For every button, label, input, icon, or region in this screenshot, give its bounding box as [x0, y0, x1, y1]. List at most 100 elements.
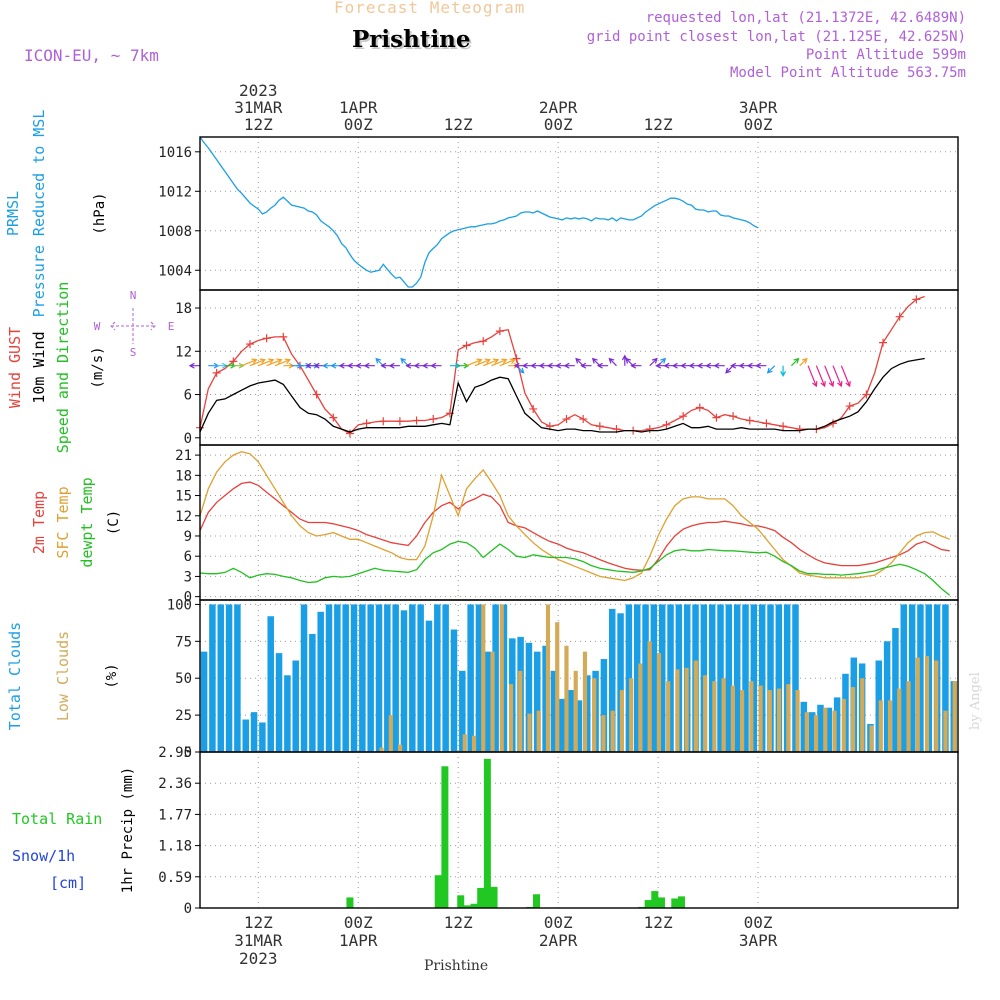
precip-bar: [457, 895, 465, 908]
panel-unit-label: (%): [104, 663, 120, 688]
compass-west: W: [94, 320, 101, 333]
gust-marker: [312, 390, 321, 399]
panel-series-label: dewpt Temp: [78, 477, 96, 567]
wind-arrow: [466, 358, 483, 367]
cloud-bar: [417, 604, 424, 752]
cloud-bar: [499, 604, 504, 752]
cloud-bar: [733, 604, 741, 752]
station-name: Prishtine: [352, 26, 471, 53]
wind-arrow: [363, 362, 375, 369]
time-label-top: 12Z: [244, 115, 273, 134]
wind-arrow: [499, 358, 516, 367]
cloud-bar: [527, 713, 532, 752]
precip-bar: [657, 897, 665, 908]
panel-frame: [199, 289, 959, 446]
cloud-bar: [542, 645, 549, 752]
wind-arrow: [580, 362, 592, 369]
panel-series-label: SFC Temp: [54, 486, 72, 558]
cloud-bar: [767, 690, 772, 752]
gust-marker: [462, 341, 471, 350]
panel-precip: [195, 751, 959, 909]
cloud-bar: [666, 681, 671, 752]
gust-marker: [479, 337, 488, 346]
series-line-dewpt-temp: [199, 540, 951, 596]
cloud-bar: [534, 651, 541, 752]
cloud-bar: [583, 675, 591, 752]
panel-unit-label: (hPa): [92, 192, 108, 234]
gust-marker: [362, 419, 371, 428]
wind-arrow: [625, 357, 634, 367]
y-tick-label: 15: [175, 489, 192, 505]
series-line-2m-temp: [199, 481, 950, 571]
footer-station: Prishtine: [424, 958, 489, 974]
cloud-bar: [601, 715, 606, 752]
cloud-bar: [684, 667, 689, 752]
cloud-bar: [786, 684, 791, 752]
panel-series-label: 10m Wind: [30, 331, 48, 403]
cloud-bar: [808, 712, 816, 752]
gust-marker: [695, 403, 704, 412]
y-tick-label: 1012: [158, 184, 192, 200]
cloud-bar: [860, 678, 865, 752]
model-altitude: Model Point Altitude 563.75m: [729, 65, 966, 81]
wind-arrow: [608, 357, 617, 367]
cloud-bar: [375, 604, 383, 752]
cloud-bar: [832, 710, 837, 752]
y-tick-label: 1.77: [158, 807, 192, 823]
cloud-bar: [952, 681, 957, 752]
cloud-bar: [434, 604, 441, 752]
y-tick-label: 1.18: [158, 839, 192, 855]
panel-series-label: Pressure Reduced to MSL: [30, 110, 48, 318]
time-label-top: 00Z: [344, 115, 373, 134]
gust-marker: [429, 415, 438, 424]
y-tick-label: 50: [175, 671, 192, 687]
cloud-bar: [409, 604, 416, 752]
wind-arrow: [274, 358, 291, 367]
cloud-bar: [887, 700, 893, 752]
cloud-bar: [467, 604, 474, 752]
cloud-bar: [500, 604, 508, 752]
cloud-bar: [359, 604, 366, 752]
y-tick-label: 0: [184, 901, 192, 917]
cloud-bar: [471, 735, 477, 752]
cloud-bar: [275, 653, 283, 752]
time-label-top: 12Z: [644, 115, 673, 134]
cloud-bar: [392, 604, 399, 752]
time-label-bottom: 12Z: [244, 913, 273, 932]
panel-series-label: PRMSL: [4, 191, 22, 236]
cloud-bar: [267, 616, 274, 752]
wind-arrow: [491, 358, 508, 367]
cloud-bar: [388, 715, 393, 752]
y-tick-label: 2.36: [158, 776, 192, 792]
y-tick-label: 1016: [158, 145, 192, 161]
cloud-bar: [490, 651, 495, 752]
series-line-10m-wind: [199, 357, 925, 433]
cloud-bar: [284, 675, 291, 752]
compass-east: E: [168, 320, 175, 333]
time-label-bottom: 3APR: [739, 931, 778, 950]
cloud-bar: [934, 660, 939, 752]
precip-bar: [671, 898, 679, 908]
wind-arrow: [713, 362, 725, 369]
cloud-bar: [309, 633, 316, 752]
gust-marker: [579, 415, 588, 424]
gust-marker: [412, 416, 421, 425]
gust-marker: [712, 413, 721, 422]
cloud-bar: [725, 604, 733, 752]
time-label-top: 00Z: [744, 115, 773, 134]
cloud-bar: [908, 604, 916, 752]
wind-arrow: [807, 365, 818, 388]
time-label-bottom: 31MAR: [234, 931, 283, 950]
cloud-bar: [555, 622, 560, 752]
panel-series-label: Low Clouds: [54, 631, 72, 721]
cloud-bar: [817, 704, 824, 752]
gust-marker: [495, 327, 504, 336]
panel-series-label: Speed and Direction: [54, 282, 72, 454]
cloud-bar: [750, 604, 758, 752]
time-label-bottom: 1APR: [339, 931, 378, 950]
cloud-bar: [629, 678, 634, 752]
wind-arrow: [649, 357, 658, 367]
cloud-bar: [777, 688, 782, 752]
panel-wind: [188, 289, 959, 446]
